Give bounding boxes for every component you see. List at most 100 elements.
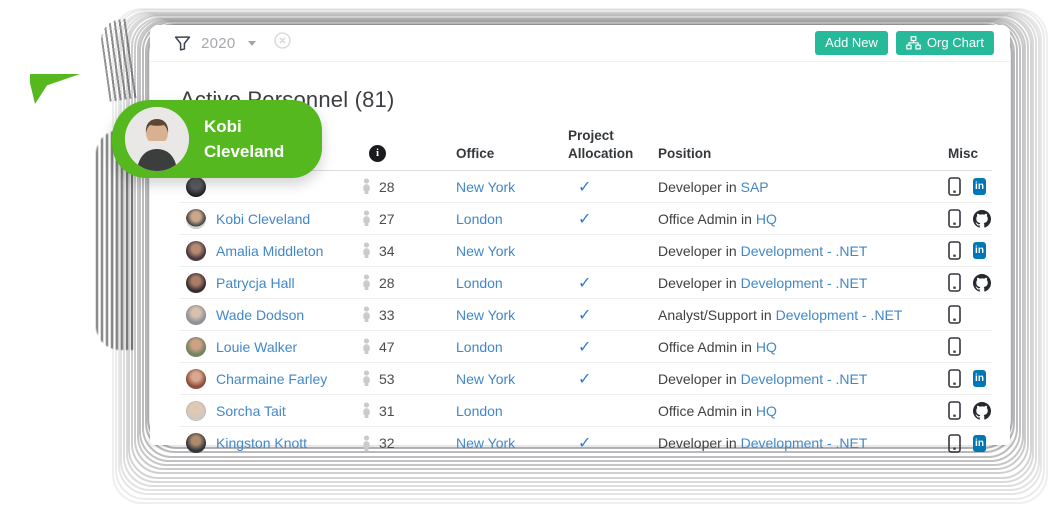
person-name-link[interactable]: Wade Dodson: [216, 306, 305, 323]
linkedin-icon[interactable]: in: [973, 370, 986, 388]
age-value: 28: [379, 274, 395, 291]
main-card: 2020 Add New Org Chart Active Personnel …: [150, 25, 1010, 454]
office-link[interactable]: London: [456, 338, 503, 355]
phone-icon[interactable]: [948, 369, 961, 388]
position-team-link[interactable]: Development - .NET: [740, 370, 868, 387]
position-team-link[interactable]: SAP: [740, 178, 769, 195]
age-value: 33: [379, 306, 395, 323]
table-row: Patrycja Hall 28 London ✓ Developer in D…: [180, 267, 992, 300]
filter-funnel-icon[interactable]: [174, 35, 191, 52]
age-cell: 28: [355, 274, 450, 291]
age-cell: 34: [355, 242, 450, 259]
add-new-button[interactable]: Add New: [815, 30, 888, 56]
github-icon[interactable]: [973, 401, 991, 420]
person-icon: [361, 242, 372, 259]
phone-icon[interactable]: [948, 401, 961, 420]
office-cell: London: [450, 275, 562, 291]
position-role: Office Admin in: [658, 210, 752, 227]
person-name-link[interactable]: Kobi Cleveland: [216, 210, 311, 227]
person-name-link[interactable]: Amalia Middleton: [216, 242, 324, 259]
person-name-link[interactable]: Louie Walker: [216, 338, 298, 355]
office-link[interactable]: London: [456, 274, 503, 291]
office-link[interactable]: New York: [456, 435, 516, 452]
linkedin-icon[interactable]: in: [973, 178, 986, 196]
person-icon: [361, 370, 372, 387]
phone-icon[interactable]: [948, 433, 961, 453]
age-value: 34: [379, 242, 395, 259]
position-role: Developer in: [658, 274, 737, 291]
avatar: [186, 176, 206, 197]
filter-toolbar: 2020 Add New Org Chart: [150, 25, 1010, 62]
phone-icon[interactable]: [948, 209, 961, 228]
age-value: 47: [379, 338, 395, 355]
office-link[interactable]: New York: [456, 178, 516, 195]
stack-layer: [136, 19, 1024, 466]
github-icon[interactable]: [973, 209, 991, 228]
position-role: Developer in: [658, 435, 737, 452]
office-link[interactable]: New York: [456, 370, 516, 387]
position-team-link[interactable]: Development - .NET: [740, 435, 868, 452]
person-tooltip: Kobi Cleveland: [112, 100, 322, 178]
name-cell: Wade Dodson: [180, 304, 355, 325]
person-icon: [361, 210, 372, 227]
info-icon[interactable]: i: [369, 145, 386, 163]
position-team-link[interactable]: Development - .NET: [740, 242, 868, 259]
position-role: Office Admin in: [658, 338, 752, 355]
linkedin-icon[interactable]: in: [973, 434, 986, 452]
position-team-link[interactable]: Development - .NET: [740, 274, 868, 291]
person-name-link[interactable]: Kingston Knott: [216, 435, 308, 452]
header-project-allocation: Project Allocation: [568, 128, 634, 161]
position-team-link[interactable]: Development - .NET: [775, 306, 903, 323]
allocation-check-icon: ✓: [578, 178, 592, 196]
chevron-down-icon[interactable]: [247, 40, 256, 46]
position-team-link[interactable]: HQ: [755, 210, 777, 227]
position-cell: Office Admin in HQ: [652, 211, 940, 227]
filter-group: 2020: [174, 32, 291, 54]
position-team-link[interactable]: HQ: [755, 338, 777, 355]
misc-cell: in: [940, 433, 992, 453]
office-cell: London: [450, 403, 562, 419]
stack-layer: [144, 22, 1016, 454]
phone-icon[interactable]: [948, 273, 961, 292]
age-value: 27: [379, 210, 395, 227]
allocation-check-icon: ✓: [578, 274, 592, 292]
office-link[interactable]: London: [456, 210, 503, 227]
filter-year-value[interactable]: 2020: [201, 34, 236, 52]
table-row: Sorcha Tait 31 London Office Admin in HQ: [180, 395, 992, 428]
phone-icon[interactable]: [948, 305, 961, 324]
office-link[interactable]: New York: [456, 306, 516, 323]
clear-filter-icon[interactable]: [273, 32, 291, 54]
office-link[interactable]: London: [456, 402, 503, 419]
age-value: 31: [379, 402, 395, 419]
avatar: [186, 336, 206, 357]
office-link[interactable]: New York: [456, 242, 516, 259]
position-role: Analyst/Support in: [658, 306, 772, 323]
person-name-link[interactable]: Patrycja Hall: [216, 274, 295, 291]
phone-icon[interactable]: [948, 241, 961, 260]
age-value: 28: [379, 178, 395, 195]
person-name-link[interactable]: Charmaine Farley: [216, 370, 328, 387]
name-cell: Charmaine Farley: [180, 368, 355, 389]
position-role: Office Admin in: [658, 402, 752, 419]
age-cell: 47: [355, 338, 450, 355]
position-team-link[interactable]: HQ: [755, 402, 777, 419]
github-icon[interactable]: [973, 273, 991, 292]
age-cell: 31: [355, 402, 450, 419]
org-chart-button[interactable]: Org Chart: [895, 30, 994, 56]
table-header-row: i Office Project Allocation Position Mis…: [180, 127, 992, 172]
phone-icon[interactable]: [948, 337, 961, 356]
avatar: [186, 240, 206, 261]
person-name-link[interactable]: Sorcha Tait: [216, 402, 286, 419]
allocation-check-icon: ✓: [578, 210, 592, 228]
allocation-check-icon: ✓: [578, 435, 592, 453]
person-icon: [361, 402, 372, 419]
table-row: Kobi Cleveland 27 London ✓ Office Admin …: [180, 203, 992, 236]
phone-icon[interactable]: [948, 177, 961, 196]
avatar: [186, 208, 206, 229]
office-cell: London: [450, 339, 562, 355]
position-cell: Analyst/Support in Development - .NET: [652, 307, 940, 323]
linkedin-icon[interactable]: in: [973, 242, 986, 260]
avatar: [186, 400, 206, 421]
person-icon: [361, 338, 372, 355]
